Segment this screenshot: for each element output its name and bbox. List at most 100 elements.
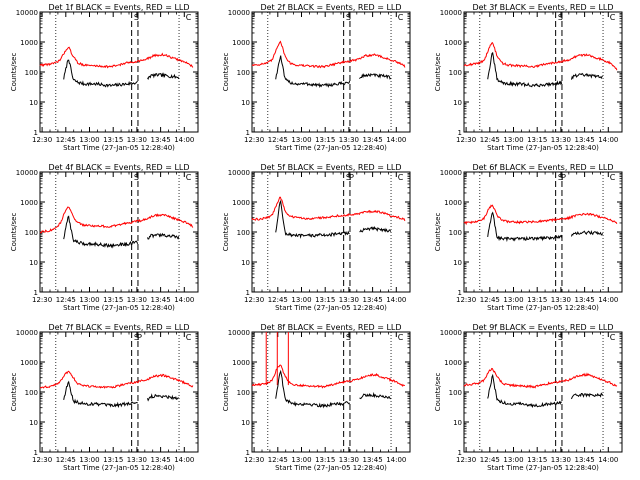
- x-tick-label: 13:45: [363, 296, 383, 304]
- y-tick-label: 1: [246, 129, 250, 137]
- x-tick-label: 12:30: [244, 296, 264, 304]
- x-tick-label: 14:00: [174, 136, 194, 144]
- x-tick-label: 13:15: [527, 456, 547, 464]
- flag-label: C: [186, 13, 192, 22]
- flag-label: C: [610, 173, 616, 182]
- x-tick-label: 13:00: [503, 136, 523, 144]
- y-tick-label: 1000: [20, 39, 38, 47]
- x-tick-label: 13:30: [339, 136, 359, 144]
- x-tick-label: 13:00: [291, 136, 311, 144]
- x-tick-label: 13:00: [291, 456, 311, 464]
- flag-label: S: [558, 333, 563, 342]
- detector-panel-6: Det 6f BLACK = Events, RED = LLD 1 10 100 10…: [434, 163, 623, 312]
- y-tick-label: 10: [29, 99, 38, 107]
- x-tick-label: 13:00: [503, 296, 523, 304]
- panel-title: Det 7f BLACK = Events, RED = LLD: [48, 323, 189, 332]
- x-axis-label: Start Time (27-Jan-05 12:28:40): [487, 464, 599, 472]
- x-tick-label: 12:45: [268, 296, 288, 304]
- flag-label: S: [346, 173, 351, 182]
- events-series-line: [63, 380, 138, 409]
- events-series-line: [146, 232, 180, 240]
- events-series-line: [147, 72, 180, 80]
- panel-title: Det 1f BLACK = Events, RED = LLD: [48, 3, 189, 12]
- y-tick-label: 100: [449, 69, 462, 77]
- flag-label: C: [398, 173, 404, 182]
- lld-series-line: [463, 41, 618, 71]
- x-axis-label: Start Time (27-Jan-05 12:28:40): [63, 464, 175, 472]
- y-tick-label: 1000: [20, 359, 38, 367]
- x-tick-label: 12:45: [56, 456, 76, 464]
- panel-title: Det 5f BLACK = Events, RED = LLD: [260, 163, 401, 172]
- lld-series-line: [463, 367, 618, 389]
- panel-title: Det 3f BLACK = Events, RED = LLD: [472, 3, 613, 12]
- flag-label: C: [186, 173, 192, 182]
- flag-label: C: [610, 333, 616, 342]
- x-tick-label: 13:30: [551, 296, 571, 304]
- y-tick-label: 10000: [228, 329, 250, 337]
- y-tick-label: 1: [246, 289, 250, 297]
- x-axis-label: Start Time (27-Jan-05 12:28:40): [275, 304, 387, 312]
- x-tick-label: 13:30: [127, 456, 147, 464]
- events-series-line: [146, 393, 179, 402]
- y-tick-label: 10: [453, 259, 462, 267]
- x-tick-label: 12:30: [456, 456, 476, 464]
- y-tick-label: 100: [237, 69, 250, 77]
- x-tick-label: 12:45: [480, 296, 500, 304]
- y-tick-label: 10000: [440, 169, 462, 177]
- x-tick-label: 12:30: [244, 456, 264, 464]
- x-axis-label: Start Time (27-Jan-05 12:28:40): [63, 304, 175, 312]
- y-tick-label: 1: [458, 129, 462, 137]
- x-tick-label: 12:45: [268, 136, 288, 144]
- y-tick-label: 1000: [232, 199, 250, 207]
- flag-label: S: [346, 13, 351, 22]
- y-tick-label: 10000: [440, 329, 462, 337]
- flag-label: S: [558, 13, 563, 22]
- y-tick-label: 10000: [228, 9, 250, 17]
- plot-frame: [463, 171, 623, 293]
- events-series-line: [63, 59, 138, 88]
- x-tick-label: 13:45: [151, 136, 171, 144]
- panel-title: Det 4f BLACK = Events, RED = LLD: [48, 163, 189, 172]
- events-series-line: [487, 373, 563, 409]
- y-tick-label: 1000: [444, 39, 462, 47]
- y-axis-label: Counts/sec: [222, 373, 230, 412]
- flag-label: C: [398, 333, 404, 342]
- y-axis-label: Counts/sec: [434, 213, 442, 252]
- x-tick-label: 13:00: [79, 136, 99, 144]
- y-tick-label: 1000: [444, 199, 462, 207]
- x-tick-label: 14:00: [386, 136, 406, 144]
- detector-panel-3: Det 3f BLACK = Events, RED = LLD 1 10 100 10…: [434, 3, 623, 152]
- x-tick-label: 14:00: [598, 456, 618, 464]
- y-tick-label: 100: [25, 389, 38, 397]
- flag-label: P: [137, 333, 142, 342]
- x-tick-label: 13:15: [315, 136, 335, 144]
- y-tick-label: 100: [25, 69, 38, 77]
- events-series-line: [487, 211, 563, 243]
- panel-title: Det 6f BLACK = Events, RED = LLD: [472, 163, 613, 172]
- y-tick-label: 10000: [440, 9, 462, 17]
- lld-series-line: [251, 196, 406, 222]
- events-series-line: [359, 391, 391, 400]
- flag-label: S: [558, 173, 563, 182]
- y-tick-label: 1000: [20, 199, 38, 207]
- y-tick-label: 1000: [232, 39, 250, 47]
- events-series-line: [275, 55, 351, 89]
- flag-label: C: [186, 333, 192, 342]
- x-tick-label: 14:00: [386, 296, 406, 304]
- x-axis-label: Start Time (27-Jan-05 12:28:40): [63, 144, 175, 152]
- x-tick-label: 13:30: [339, 296, 359, 304]
- x-tick-label: 14:00: [598, 136, 618, 144]
- flag-label: P: [349, 173, 354, 182]
- flag-label: P: [561, 173, 566, 182]
- x-tick-label: 13:45: [363, 456, 383, 464]
- detector-panel-7: Det 7f BLACK = Events, RED = LLD 1 10 100 10…: [10, 323, 199, 472]
- y-tick-label: 1: [458, 289, 462, 297]
- flag-label: C: [398, 13, 404, 22]
- plot-frame: [39, 331, 199, 453]
- x-tick-label: 13:30: [551, 136, 571, 144]
- x-tick-label: 13:45: [363, 136, 383, 144]
- events-series-line: [570, 392, 604, 400]
- flag-label: S: [134, 333, 139, 342]
- y-tick-label: 100: [237, 229, 250, 237]
